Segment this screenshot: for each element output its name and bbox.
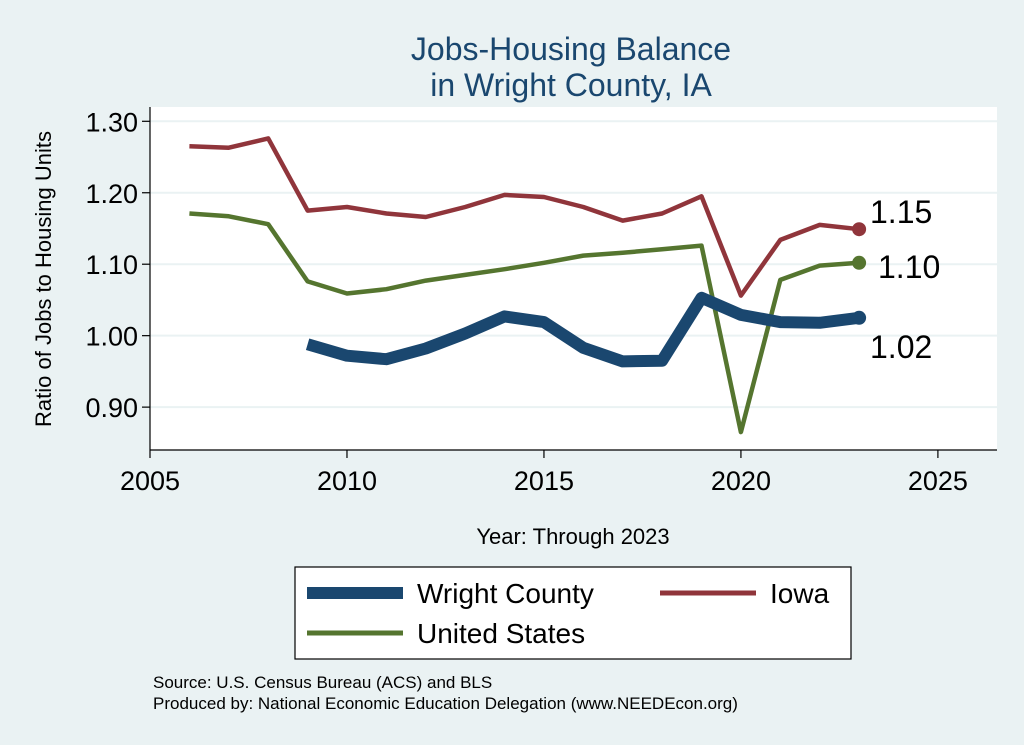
producer-note: Produced by: National Economic Education… (153, 694, 738, 713)
end-point-united-states (852, 255, 867, 270)
x-tick-label: 2020 (711, 466, 771, 496)
series-line-wright-county (305, 291, 860, 368)
y-tick-label: 0.90 (85, 393, 138, 423)
y-tick-label: 1.30 (85, 107, 138, 137)
x-axis-label: Year: Through 2023 (476, 524, 669, 549)
x-tick-label: 2010 (317, 466, 377, 496)
end-point-iowa (852, 222, 867, 237)
y-tick-label: 1.20 (85, 179, 138, 209)
source-note: Source: U.S. Census Bureau (ACS) and BLS (153, 673, 492, 692)
x-tick-label: 2025 (908, 466, 968, 496)
legend-label-iowa: Iowa (770, 578, 830, 609)
legend-label-wright-county: Wright County (417, 578, 594, 609)
end-point-wright-county (852, 310, 867, 325)
y-axis-label: Ratio of Jobs to Housing Units (31, 131, 56, 427)
series-line-united-states (189, 211, 860, 435)
chart-title: Jobs-Housing Balance (411, 31, 731, 67)
y-axis-ticks: 0.90 1.00 1.10 1.20 1.30 (85, 107, 150, 423)
end-label-iowa: 1.15 (870, 194, 932, 230)
y-tick-label: 1.10 (85, 250, 138, 280)
x-tick-label: 2015 (514, 466, 574, 496)
legend-box (294, 566, 852, 660)
chart-subtitle: in Wright County, IA (430, 67, 712, 103)
end-label-wright-county: 1.02 (870, 329, 932, 365)
plot-area (150, 107, 997, 450)
series-line-iowa (189, 136, 860, 298)
y-tick-label: 1.00 (85, 322, 138, 352)
legend: Wright County Iowa United States (294, 566, 852, 660)
x-axis-ticks: 2005 2010 2015 2020 2025 (120, 450, 968, 496)
end-label-united-states: 1.10 (878, 249, 940, 285)
legend-label-united-states: United States (417, 618, 585, 649)
x-tick-label: 2005 (120, 466, 180, 496)
series-lines: 1.15 1.10 1.02 (189, 136, 940, 435)
